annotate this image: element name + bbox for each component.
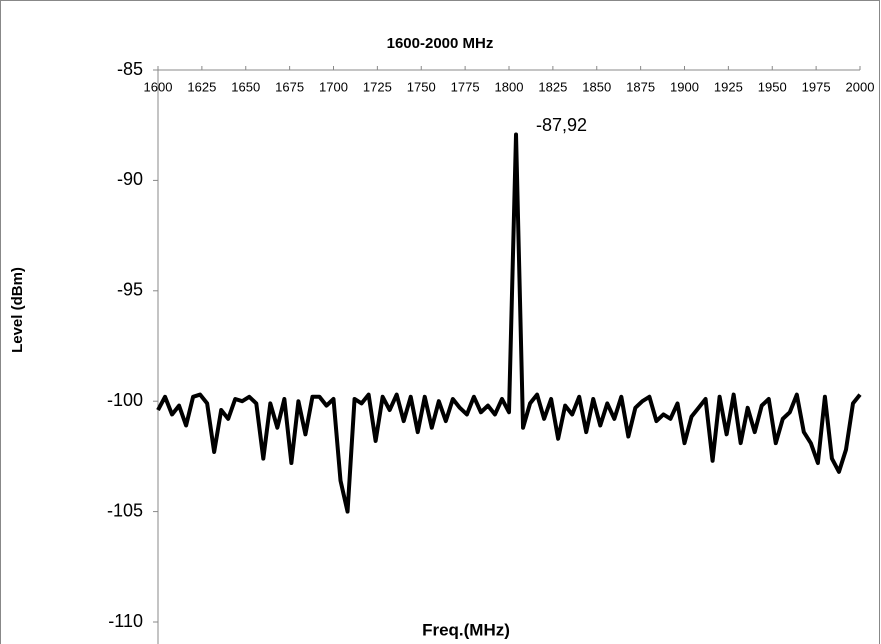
x-tick-label: 1875 bbox=[626, 79, 655, 94]
y-tick-label: -105 bbox=[107, 500, 143, 520]
x-tick-label: 1950 bbox=[758, 79, 787, 94]
x-tick-label: 1800 bbox=[495, 79, 524, 94]
y-tick-label: -85 bbox=[117, 59, 143, 79]
x-tick-label: 2000 bbox=[846, 79, 875, 94]
x-tick-label: 1625 bbox=[187, 79, 216, 94]
x-tick-label: 1900 bbox=[670, 79, 699, 94]
x-axis-title: Freq.(MHz) bbox=[422, 620, 510, 639]
y-axis-title: Level (dBm) bbox=[9, 267, 26, 353]
x-tick-label: 1825 bbox=[538, 79, 567, 94]
x-tick-label: 1600 bbox=[144, 79, 173, 94]
series-line bbox=[156, 132, 862, 514]
y-tick-label: -90 bbox=[117, 169, 143, 189]
chart-title: 1600-2000 MHz bbox=[387, 35, 494, 52]
x-tick-label: 1700 bbox=[319, 79, 348, 94]
x-tick-label: 1725 bbox=[363, 79, 392, 94]
y-tick-label: -110 bbox=[108, 611, 143, 631]
x-tick-label: 1775 bbox=[451, 79, 480, 94]
y-tick-label: -100 bbox=[107, 390, 143, 410]
x-tick-label: 1650 bbox=[231, 79, 260, 94]
x-tick-label: 1850 bbox=[582, 79, 611, 94]
x-tick-label: 1675 bbox=[275, 79, 304, 94]
x-tick-label: 1975 bbox=[802, 79, 831, 94]
y-tick-label: -95 bbox=[117, 280, 143, 300]
x-tick-label: 1750 bbox=[407, 79, 436, 94]
x-tick-label: 1925 bbox=[714, 79, 743, 94]
annotation: -87,92 bbox=[536, 115, 587, 135]
